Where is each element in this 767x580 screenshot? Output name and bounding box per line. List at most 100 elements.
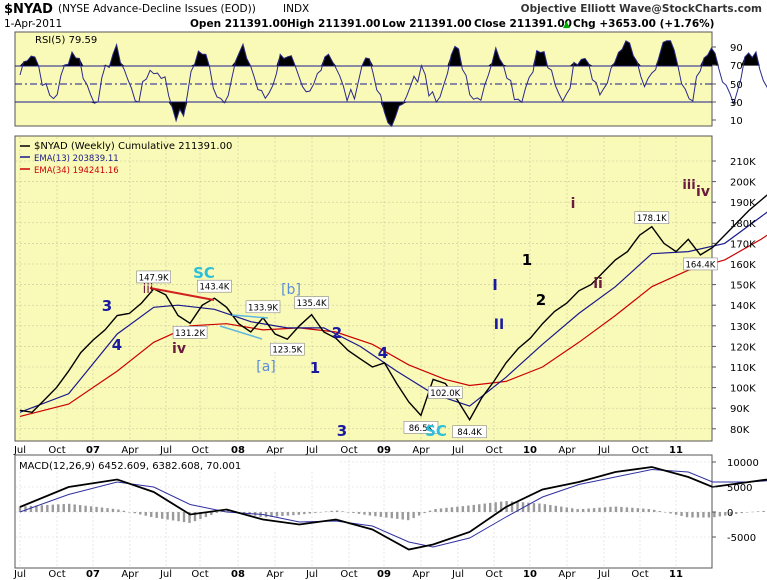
macd-histogram-bar [111,508,115,512]
macd-signal-line [19,468,767,548]
macd-histogram-bar [188,512,191,523]
macd-histogram-bar [461,506,465,512]
macd-histogram-bar [549,504,552,512]
x-tick-label: 07 [86,445,100,456]
macd-panel: MACD(12,26,9) 6452.609, 6382.608, 70.001… [14,454,767,569]
macd-histogram-bar [745,512,749,513]
price-tick-label: 180K [730,219,756,230]
x-axis-upper: Jul Oct 07 Apr Jul Oct 08 Apr Jul Oct 09 Apr Jul Oct 1… [13,445,683,456]
x-tick-label: Oct [631,569,648,580]
macd-histogram-bar [199,512,202,520]
price-tick-label: 130K [730,322,756,333]
symbol-name: (NYSE Advance-Decline Issues (EOD)) [58,3,256,15]
price-tag-label: 123.5K [272,346,302,356]
symbol-index: INDX [283,3,309,15]
macd-histogram-bar [560,506,563,512]
macd-label: MACD(12,26,9) 6452.609, 6382.608, 70.001 [19,461,241,472]
price-tag-box [294,296,329,309]
macd-histogram-bar [406,512,410,521]
macd-histogram-bar [73,504,76,512]
price-axis: 210K 200K 190K 180K 170K 160K 150K 140K 130K 120K… [712,157,756,436]
b-trendline [231,314,269,319]
macd-histogram-bar [685,512,689,518]
wave-label: 1 [522,251,532,269]
wave-label: ii [593,276,603,292]
macd-histogram-bar [674,512,678,515]
x-tick-label: Oct [485,445,502,456]
x-tick-label: Apr [266,569,284,580]
macd-histogram-bar [357,512,361,514]
macd-histogram-bar [740,512,743,514]
x-tick-label: 11 [669,569,683,580]
macd-histogram-bar [62,504,65,512]
macd-histogram-bar [499,501,503,512]
x-tick-label: Jul [451,445,464,456]
x-tick-label: Oct [485,569,502,580]
wave-label: 3 [102,297,112,315]
macd-histogram-bar [275,512,279,517]
wave-label: SC [425,422,447,440]
price-tag-label: 131.2K [175,329,205,339]
macd-histogram-bar [631,507,634,512]
price-tick-label: 80K [730,425,750,436]
rsi-tick-label: 30 [730,98,743,109]
x-tick-label: Oct [340,569,357,580]
macd-histogram-bar [658,511,661,512]
header-high: High 211391.00 [287,18,380,30]
macd-histogram-bar [46,504,49,512]
macd-histogram-bar [483,503,486,512]
macd-histogram-bar [456,506,459,512]
x-tick-label: 10 [523,445,537,456]
macd-histogram-bar [18,506,22,512]
x-tick-label: Jul [159,445,172,456]
macd-histogram-bar [434,508,437,512]
macd-histogram-bar [554,505,558,512]
credit-text: Objective Elliott Wave@StockCharts.com [521,3,762,15]
price-tick-label: 210K [730,157,756,168]
wave-label: 4 [112,336,122,354]
macd-histogram-bar [215,512,219,513]
macd-histogram-bar [226,509,229,512]
header-close: Close 211391.00 [474,18,572,30]
macd-histogram-bar [57,504,60,512]
price-tag-label: 143.4K [199,283,229,293]
macd-histogram-bar [281,512,284,517]
x-tick-label: 08 [231,445,245,456]
wave-label: iii [682,178,695,193]
wave-label: 4 [378,344,388,362]
macd-histogram-bar [368,512,372,516]
wave-label: 3 [337,422,347,440]
x-tick-label: Apr [121,445,139,456]
x-tick-label: Apr [412,569,430,580]
price-panel: $NYAD (Weekly) Cumulative 211391.00 EMA(… [14,135,767,442]
rsi-line [19,40,767,128]
macd-histogram-bar [609,506,612,512]
macd-histogram-bar [543,504,547,512]
macd-histogram [18,501,765,523]
wave-label: 2 [536,291,546,309]
macd-histogram-bar [292,512,295,516]
macd-histogram-bar [150,512,153,517]
macd-histogram-bar [467,505,470,512]
macd-histogram-bar [330,510,333,512]
price-tick-label: 140K [730,301,756,312]
x-tick-label: 09 [377,569,391,580]
macd-grid [16,456,711,567]
rsi-panel: RSI(5) 79.59 90 70 50 30 10 [14,31,767,128]
price-tag-label: 147.9K [139,273,169,283]
price-tick-label: 90K [730,404,750,415]
x-tick-label: 10 [523,569,537,580]
macd-histogram-bar [439,508,443,512]
rsi-tick-label: 90 [730,43,743,54]
price-tag-box [172,326,208,339]
macd-histogram-bar [707,512,711,518]
x-tick-label: Jul [305,569,318,580]
wave-label: SC [193,264,215,282]
macd-histogram-bar [297,512,301,515]
macd-histogram-bar [303,512,306,515]
header-low: Low 211391.00 [382,18,472,30]
symbol-title: $NYAD [4,2,53,17]
macd-histogram-bar [669,512,672,514]
wave-label: [a] [256,359,276,375]
